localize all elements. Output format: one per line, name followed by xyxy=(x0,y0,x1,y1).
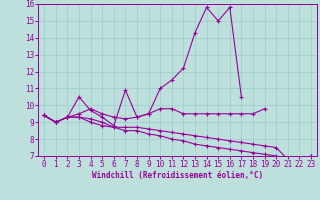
X-axis label: Windchill (Refroidissement éolien,°C): Windchill (Refroidissement éolien,°C) xyxy=(92,171,263,180)
